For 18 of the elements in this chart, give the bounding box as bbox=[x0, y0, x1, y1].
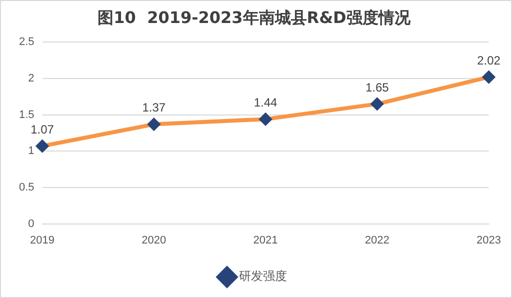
x-tick-label: 2020 bbox=[142, 234, 166, 246]
x-tick-label: 2021 bbox=[253, 234, 278, 246]
x-tick-label: 2023 bbox=[476, 234, 502, 246]
y-tick-label: 2 bbox=[28, 72, 34, 85]
legend-label: 研发强度 bbox=[239, 269, 287, 284]
x-tick-label: 2019 bbox=[30, 234, 55, 246]
data-label: 1.65 bbox=[365, 80, 390, 94]
x-tick-label: 2022 bbox=[364, 234, 390, 246]
data-label: 1.07 bbox=[30, 122, 54, 136]
data-label: 1.44 bbox=[254, 96, 278, 110]
y-tick-label: 1.5 bbox=[18, 108, 34, 121]
y-tick-label: 1 bbox=[28, 145, 34, 158]
y-tick-label: 2.5 bbox=[18, 36, 34, 48]
data-label: 2.02 bbox=[477, 53, 501, 68]
chart-title: 图10 2019-2023年南城县R&D强度情况 bbox=[98, 8, 412, 27]
y-tick-label: 0.5 bbox=[18, 182, 34, 194]
data-label: 1.37 bbox=[142, 100, 166, 115]
y-tick-label: 0 bbox=[28, 218, 34, 230]
